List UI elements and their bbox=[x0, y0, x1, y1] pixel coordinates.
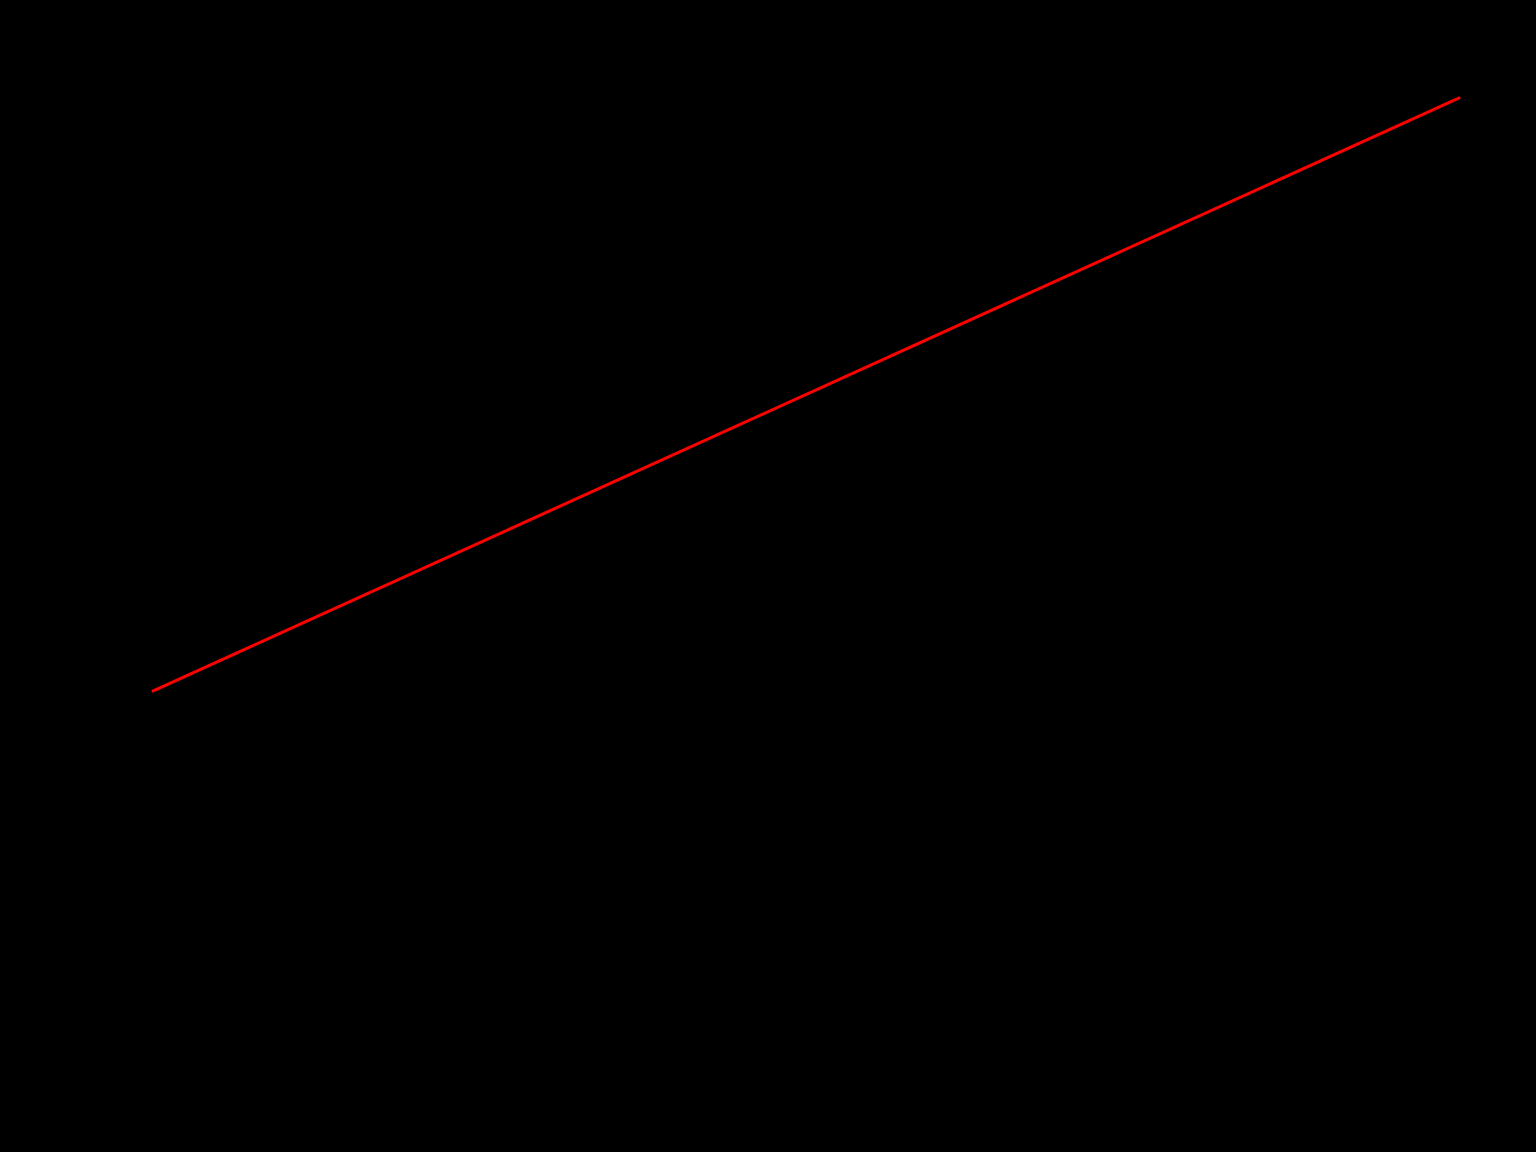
chart-svg bbox=[0, 0, 1536, 1152]
chart-background bbox=[0, 0, 1536, 1152]
line-chart bbox=[0, 0, 1536, 1152]
